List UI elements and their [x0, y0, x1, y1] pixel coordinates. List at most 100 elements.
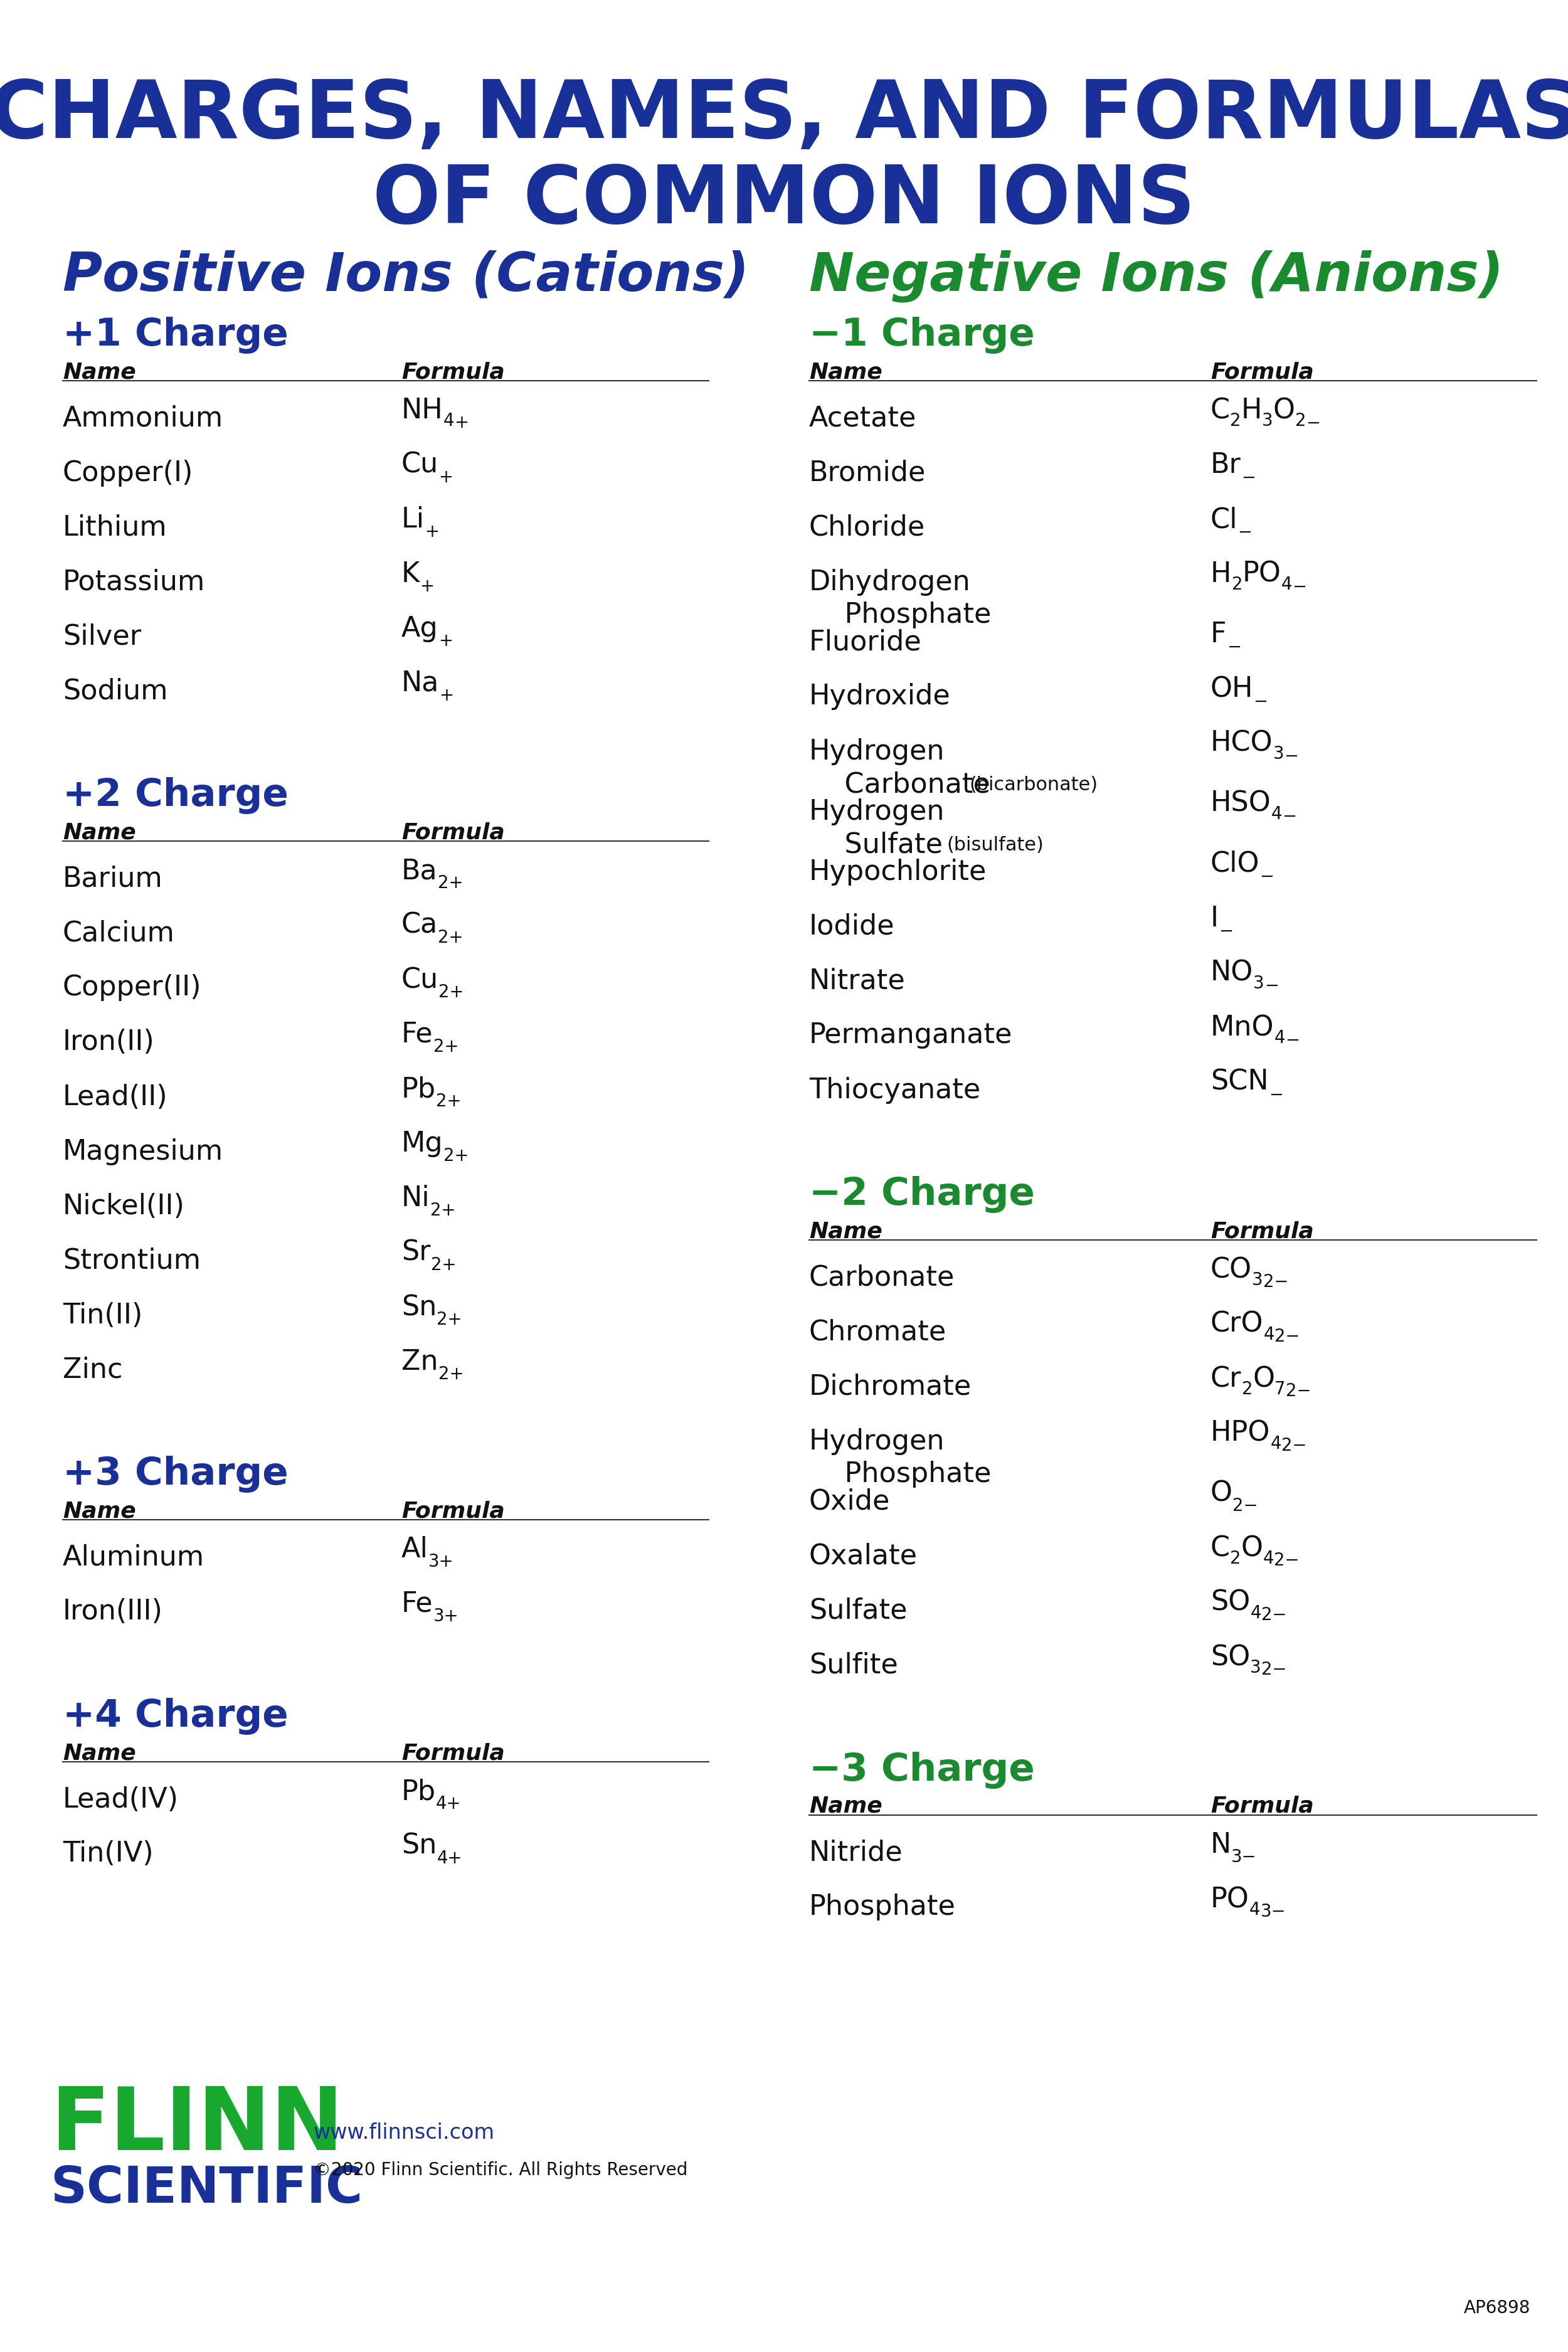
Text: O: O [1240, 1536, 1262, 1562]
Text: Strontium: Strontium [63, 1247, 201, 1275]
Text: 4: 4 [1250, 1900, 1261, 1919]
Text: Lead(II): Lead(II) [63, 1084, 168, 1110]
Text: ©2020 Flinn Scientific. All Rights Reserved: ©2020 Flinn Scientific. All Rights Reser… [314, 2161, 688, 2178]
Text: Magnesium: Magnesium [63, 1138, 223, 1164]
Text: Tin(IV): Tin(IV) [63, 1842, 154, 1867]
Text: Bromide: Bromide [809, 459, 927, 487]
Text: Fe: Fe [401, 1021, 433, 1049]
Text: Cl: Cl [1210, 506, 1237, 534]
Text: 2+: 2+ [437, 1310, 463, 1329]
Text: +: + [455, 414, 469, 433]
Text: Fe: Fe [401, 1590, 433, 1618]
Text: 4+: 4+ [436, 1795, 461, 1813]
Text: 4: 4 [1262, 1550, 1273, 1566]
Text: Dihydrogen: Dihydrogen [809, 569, 971, 595]
Text: Sn: Sn [401, 1832, 437, 1860]
Text: 4: 4 [444, 412, 455, 430]
Text: Name: Name [809, 1221, 883, 1242]
Text: Li: Li [401, 506, 425, 534]
Text: 4: 4 [1272, 804, 1283, 823]
Text: 2−: 2− [1264, 1272, 1289, 1291]
Text: −: − [1264, 976, 1279, 995]
Text: Hydroxide: Hydroxide [809, 684, 950, 710]
Text: Ag: Ag [401, 616, 439, 642]
Text: N: N [1210, 1832, 1231, 1858]
Text: NH: NH [401, 397, 444, 423]
Text: 2+: 2+ [430, 1202, 455, 1218]
Text: 4: 4 [1275, 1030, 1286, 1047]
Text: Oxide: Oxide [809, 1489, 891, 1515]
Text: 2: 2 [1229, 412, 1240, 430]
Text: Thiocyanate: Thiocyanate [809, 1077, 980, 1103]
Text: Name: Name [63, 1743, 136, 1764]
Text: Ni: Ni [401, 1185, 430, 1211]
Text: O: O [1273, 397, 1295, 423]
Text: 2+: 2+ [439, 983, 464, 1002]
Text: −: − [1306, 414, 1320, 433]
Text: SO: SO [1210, 1590, 1250, 1616]
Text: NO: NO [1210, 960, 1253, 985]
Text: Zn: Zn [401, 1348, 437, 1376]
Text: O: O [1253, 1367, 1275, 1392]
Text: Ba: Ba [401, 858, 437, 884]
Text: Aluminum: Aluminum [63, 1543, 204, 1571]
Text: F: F [1210, 621, 1226, 647]
Text: PO: PO [1210, 1886, 1250, 1912]
Text: Cr: Cr [1210, 1367, 1242, 1392]
Text: +: + [439, 468, 453, 487]
Text: 3: 3 [1253, 974, 1264, 993]
Text: 2−: 2− [1275, 1329, 1300, 1345]
Text: +2 Charge: +2 Charge [63, 779, 289, 814]
Text: 2−: 2− [1232, 1498, 1258, 1515]
Text: +1 Charge: +1 Charge [63, 318, 289, 355]
Text: Copper(I): Copper(I) [63, 459, 193, 487]
Text: 2−: 2− [1261, 1606, 1286, 1623]
Text: Lithium: Lithium [63, 515, 168, 541]
Text: 2−: 2− [1273, 1552, 1300, 1569]
Text: Positive Ions (Cations): Positive Ions (Cations) [63, 249, 750, 301]
Text: 2+: 2+ [437, 1367, 464, 1383]
Text: +3 Charge: +3 Charge [63, 1456, 289, 1494]
Text: Cu: Cu [401, 452, 439, 477]
Text: Na: Na [401, 670, 439, 696]
Text: −: − [1226, 637, 1240, 656]
Text: −: − [1269, 1087, 1283, 1103]
Text: ClO: ClO [1210, 851, 1259, 877]
Text: 2+: 2+ [437, 929, 464, 946]
Text: K: K [401, 560, 420, 588]
Text: 3+: 3+ [433, 1609, 459, 1625]
Text: 3: 3 [1273, 746, 1284, 762]
Text: −: − [1292, 579, 1306, 595]
Text: 2+: 2+ [436, 1094, 461, 1110]
Text: Formula: Formula [401, 362, 505, 383]
Text: C: C [1210, 1536, 1229, 1562]
Text: HSO: HSO [1210, 790, 1272, 816]
Text: www.flinnsci.com: www.flinnsci.com [314, 2122, 495, 2143]
Text: HPO: HPO [1210, 1421, 1270, 1446]
Text: Hydrogen: Hydrogen [809, 739, 946, 764]
Text: Iron(II): Iron(II) [63, 1028, 155, 1056]
Text: Fluoride: Fluoride [809, 628, 922, 656]
Text: CO: CO [1210, 1256, 1251, 1284]
Text: Carbonate: Carbonate [809, 771, 999, 797]
Text: −: − [1283, 807, 1297, 826]
Text: AP6898: AP6898 [1463, 2300, 1530, 2317]
Text: +4 Charge: +4 Charge [63, 1698, 289, 1736]
Text: 3: 3 [1262, 412, 1273, 430]
Text: Copper(II): Copper(II) [63, 974, 202, 1002]
Text: (bicarbonate): (bicarbonate) [969, 776, 1098, 793]
Text: Formula: Formula [1210, 1221, 1314, 1242]
Text: Nitride: Nitride [809, 1839, 903, 1865]
Text: 3−: 3− [1261, 1903, 1286, 1922]
Text: Dichromate: Dichromate [809, 1374, 972, 1399]
Text: Cu: Cu [401, 967, 439, 993]
Text: Silver: Silver [63, 623, 141, 649]
Text: Ammonium: Ammonium [63, 405, 223, 433]
Text: 2: 2 [1229, 1550, 1240, 1566]
Text: Oxalate: Oxalate [809, 1543, 917, 1569]
Text: Iodide: Iodide [809, 913, 895, 941]
Text: 2−: 2− [1281, 1437, 1306, 1454]
Text: −: − [1253, 691, 1269, 710]
Text: Phosphate: Phosphate [809, 1461, 991, 1489]
Text: Name: Name [63, 821, 136, 842]
